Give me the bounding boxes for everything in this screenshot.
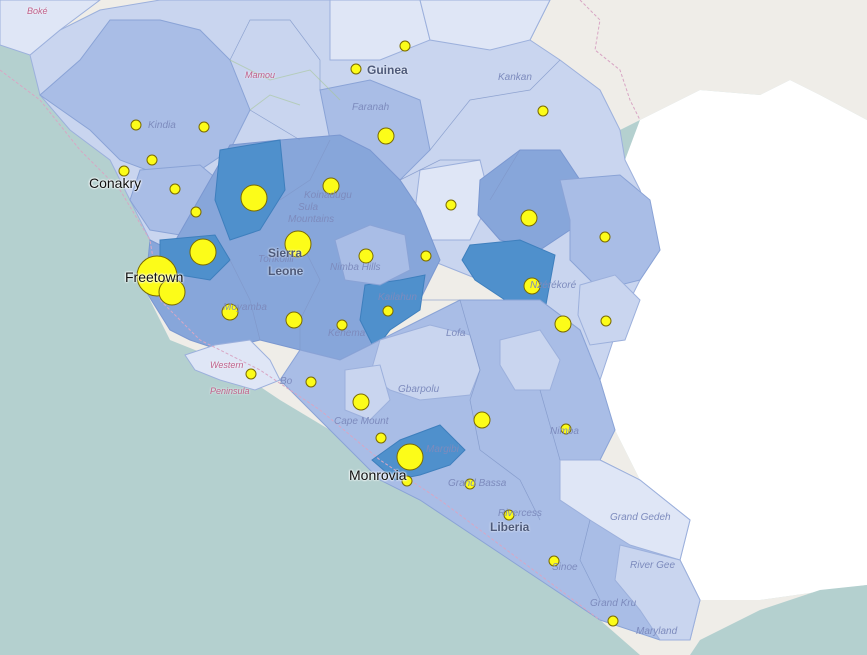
marker[interactable] — [537, 105, 549, 117]
district-borders — [229, 19, 601, 601]
label-faranah: Faranah — [352, 102, 390, 113]
region-mid-4 — [559, 174, 661, 291]
marker[interactable] — [503, 509, 515, 521]
label-nimba-hills: Nimba Hills — [330, 262, 381, 273]
sea-bottom-right — [690, 585, 867, 655]
marker[interactable] — [600, 315, 612, 327]
region-liberia-light-4 — [499, 329, 561, 391]
label-liberia: Liberia — [490, 520, 530, 534]
label-nimba: Nimba — [550, 426, 579, 437]
label-koinadugu: Koinadugu — [304, 190, 352, 201]
roads — [229, 59, 341, 111]
marker[interactable] — [554, 315, 572, 333]
marker[interactable] — [560, 423, 572, 435]
marker[interactable] — [420, 250, 432, 262]
marker[interactable] — [548, 555, 560, 567]
marker[interactable] — [189, 238, 217, 266]
label-guinea: Guinea — [367, 63, 408, 77]
label-maryland: Maryland — [636, 626, 678, 637]
marker[interactable] — [599, 231, 611, 243]
label-gbarpolu: Gbarpolu — [398, 384, 440, 395]
marker[interactable] — [169, 183, 181, 195]
label-kenema: Kenema — [328, 328, 366, 339]
marker[interactable] — [377, 127, 395, 145]
marker[interactable] — [336, 319, 348, 331]
marker[interactable] — [221, 303, 239, 321]
marker[interactable] — [473, 411, 491, 429]
label-sierra: Sierra — [268, 246, 303, 260]
label-river-gee: River Gee — [630, 560, 676, 571]
label-sula-1: Sula — [298, 202, 319, 213]
marker[interactable] — [130, 119, 142, 131]
marker[interactable] — [375, 432, 387, 444]
label-freetown: Freetown — [125, 269, 184, 285]
label-conakry: Conakry — [89, 175, 142, 191]
label-rivercess: Rivercess — [498, 508, 542, 519]
marker[interactable] — [158, 278, 186, 306]
marker[interactable] — [399, 40, 411, 52]
label-grand-gedeh: Grand Gedeh — [610, 512, 671, 523]
label-margibi: Margibi — [426, 444, 459, 455]
label-lofa: Lofa — [446, 328, 466, 339]
label-moyamba: Moyamba — [223, 302, 267, 313]
region-light-3 — [0, 0, 101, 56]
marker[interactable] — [382, 305, 394, 317]
region-liberia-light-3 — [614, 544, 701, 641]
marker[interactable] — [118, 165, 130, 177]
label-kailahun: Kailahun — [378, 292, 417, 303]
marker[interactable] — [396, 443, 424, 471]
label-leone: Leone — [268, 264, 304, 278]
region-liberia-light-6 — [577, 274, 641, 346]
marker[interactable] — [464, 478, 476, 490]
label-cape-mount: Cape Mount — [334, 416, 389, 427]
marker[interactable] — [401, 475, 413, 487]
marker[interactable] — [190, 206, 202, 218]
marker[interactable] — [305, 376, 317, 388]
land-white — [600, 80, 867, 600]
marker[interactable] — [240, 184, 268, 212]
region-light-2 — [419, 0, 551, 51]
sea-coast — [0, 30, 640, 655]
marker[interactable] — [350, 63, 362, 75]
marker[interactable] — [523, 277, 541, 295]
marker[interactable] — [285, 311, 303, 329]
label-sula-2: Mountains — [288, 214, 335, 225]
marker[interactable] — [322, 177, 340, 195]
marker[interactable] — [245, 368, 257, 380]
marker[interactable] — [445, 199, 457, 211]
label-boke: Boké — [27, 6, 48, 16]
label-western: Western — [210, 360, 244, 370]
case-markers[interactable] — [118, 40, 619, 627]
label-peninsula: Peninsula — [210, 386, 250, 396]
marker[interactable] — [520, 209, 538, 227]
label-grand-bassa: Grand Bassa — [448, 478, 507, 489]
marker[interactable] — [358, 248, 374, 264]
label-mamou: Mamou — [245, 70, 276, 80]
label-kindia: Kindia — [148, 120, 176, 131]
marker[interactable] — [607, 615, 619, 627]
label-monrovia: Monrovia — [349, 467, 407, 483]
label-tonkolili: Tonkolili — [258, 254, 294, 265]
label-bo: Bo — [280, 376, 293, 387]
marker[interactable] — [146, 154, 158, 166]
label-nzerekore: Nzérékoré — [530, 280, 577, 291]
marker[interactable] — [198, 121, 210, 133]
marker[interactable] — [284, 230, 312, 258]
national-borders — [0, 0, 641, 621]
label-sinoe: Sinoe — [552, 562, 578, 573]
label-grand-kru: Grand Kru — [590, 598, 637, 609]
marker[interactable] — [352, 393, 370, 411]
label-kankan: Kankan — [498, 72, 532, 83]
